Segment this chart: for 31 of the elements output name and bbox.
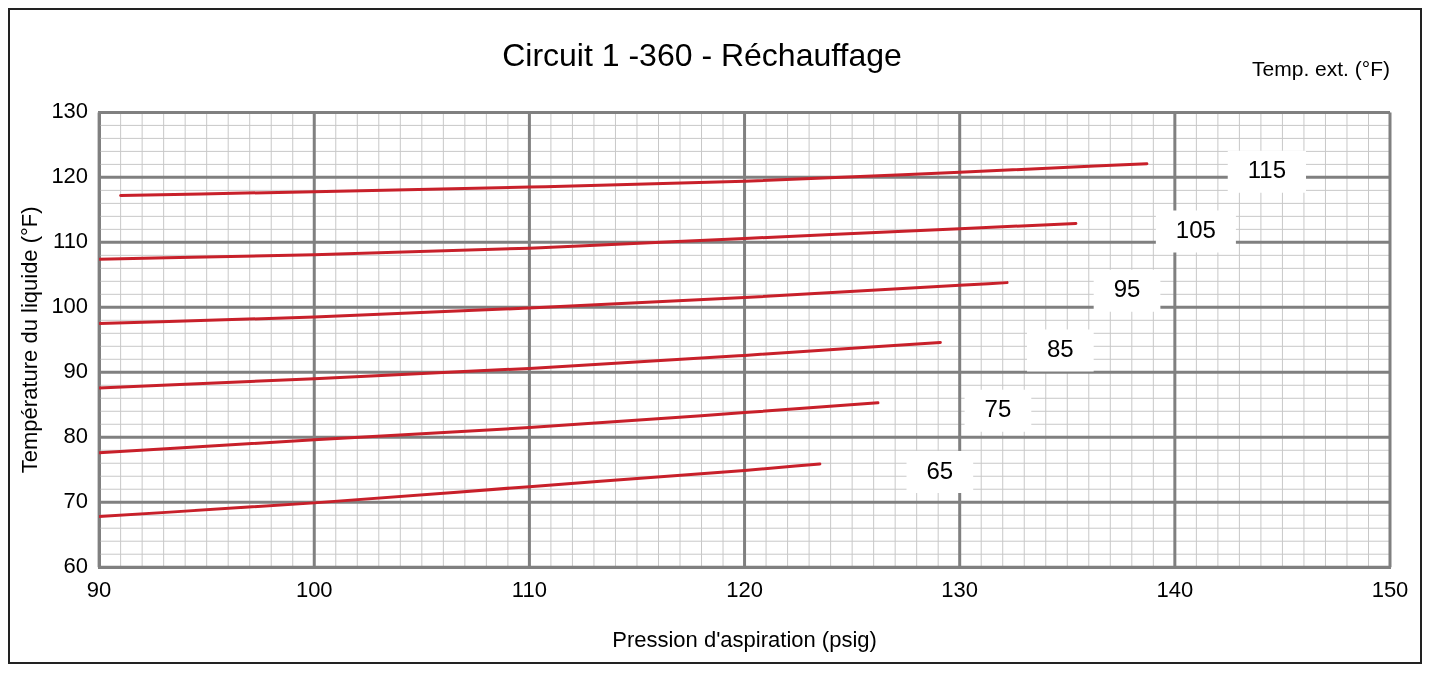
x-tick-label: 100 — [295, 577, 333, 603]
legend-title: Temp. ext. (°F) — [1252, 56, 1390, 80]
y-tick-label: 70 — [63, 488, 89, 514]
line-series — [99, 462, 822, 519]
line-series — [99, 222, 1078, 261]
y-tick-label: 120 — [51, 163, 89, 189]
text: 75 — [984, 395, 1012, 423]
x-tick-label: 90 — [86, 577, 112, 603]
x-tick-label: 150 — [1371, 577, 1409, 603]
y-tick-label: 130 — [51, 98, 89, 124]
x-tick-label: 110 — [511, 577, 547, 603]
y-tick-label: 110 — [53, 228, 89, 254]
text: 65 — [926, 456, 954, 484]
text: 105 — [1175, 216, 1216, 244]
line-series — [119, 162, 1149, 198]
y-axis-title: Température du liquide (°F) — [17, 206, 43, 474]
x-axis-title: Pression d'aspiration (psig) — [612, 626, 877, 652]
x-tick-label: 140 — [1156, 577, 1194, 603]
x-tick-label: 120 — [726, 577, 763, 603]
line-series — [99, 401, 880, 455]
text: 115 — [1247, 156, 1287, 184]
x-tick-label: 130 — [941, 577, 979, 603]
y-tick-label: 80 — [63, 423, 89, 449]
y-tick-label: 60 — [63, 553, 89, 579]
y-tick-label: 100 — [51, 293, 89, 319]
line-series — [99, 340, 942, 390]
line-series — [99, 281, 1009, 326]
chart-title: Circuit 1 -360 - Réchauffage — [502, 37, 902, 74]
text: 95 — [1113, 275, 1141, 303]
text: 85 — [1046, 335, 1074, 363]
y-tick-label: 90 — [63, 358, 89, 384]
